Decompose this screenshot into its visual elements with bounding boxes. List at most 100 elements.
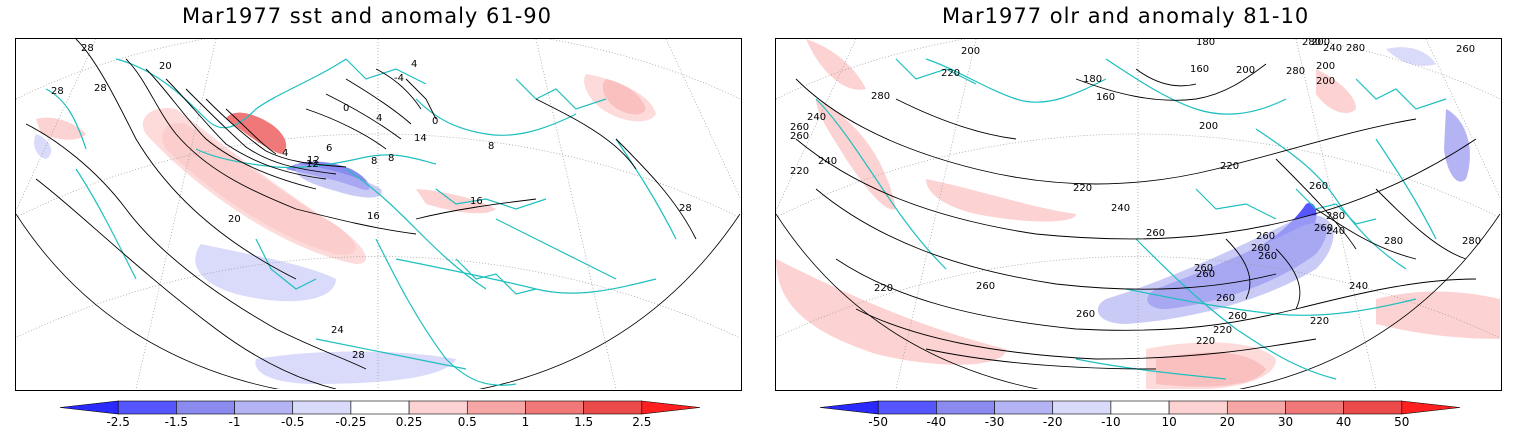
right-map-svg: 200 180 220 180 160 160 200 200 280 240 … (776, 39, 1500, 389)
colorbar-swatch (117, 400, 177, 415)
colorbar-tick-label: -0.25 (335, 415, 366, 429)
colorbar-tick-label: -2.5 (106, 415, 129, 429)
contour-label: 16 (367, 211, 380, 222)
contour-label: 6 (326, 143, 332, 154)
contour-label: 220 (1073, 183, 1092, 194)
contour-label: 220 (1196, 336, 1215, 347)
contour-label: 8 (388, 153, 394, 164)
colorbar-tick-label: 50 (1394, 415, 1409, 429)
contour-label: 260 (1194, 263, 1213, 274)
contour-label: -4 (394, 73, 404, 84)
colorbar-swatch (994, 400, 1054, 415)
contour-label: 280 (1286, 66, 1305, 77)
contour-label: 260 (1456, 44, 1475, 55)
colorbar-swatch (408, 400, 468, 415)
right-colorbar: -50 -40 -30 -20 -10 10 20 30 40 50 (819, 400, 1461, 429)
contour-label: 240 (807, 112, 826, 123)
contour-label: 260 (1258, 251, 1277, 262)
colorbar-swatch (59, 400, 119, 415)
left-graticule (16, 39, 740, 389)
left-panel-title: Mar1977 sst and anomaly 61-90 (182, 4, 553, 28)
contour-label: 280 (871, 91, 890, 102)
colorbar-swatch (1343, 400, 1403, 415)
contour-label: 260 (976, 281, 995, 292)
colorbar-tick-label: 2.5 (632, 415, 651, 429)
contour-label: 160 (1190, 64, 1209, 75)
contour-label: 160 (1096, 92, 1115, 103)
colorbar-swatch (176, 400, 235, 415)
colorbar-tick-label: -40 (927, 415, 947, 429)
contour-label: 0 (432, 116, 438, 127)
contour-label: 28 (51, 86, 64, 97)
contour-label: 260 (790, 131, 809, 142)
contour-label: 200 (1236, 65, 1255, 76)
contour-label: 0 (343, 103, 349, 114)
contour-label: 28 (94, 83, 107, 94)
contour-label: 220 (790, 166, 809, 177)
contour-label: 24 (331, 325, 344, 336)
left-contour-labels: 28 28 28 20 0 4 8 12 6 8 12 0 4 -4 4 14 … (51, 43, 692, 361)
contour-label: 28 (352, 350, 365, 361)
contour-label: 260 (1216, 293, 1235, 304)
colorbar-tick-label: -20 (1043, 415, 1063, 429)
contour-label: 280 (1302, 39, 1321, 48)
colorbar-tick-label: 40 (1336, 415, 1351, 429)
contour-label: 260 (1196, 269, 1215, 280)
left-map-frame: 28 28 28 20 0 4 8 12 6 8 12 0 4 -4 4 14 … (15, 38, 742, 391)
contour-label: 12 (307, 155, 320, 166)
contour-label: 280 (1346, 43, 1365, 54)
colorbar-swatch (936, 400, 995, 415)
colorbar-tick-label: 0.25 (396, 415, 423, 429)
contour-label: 240 (1349, 281, 1368, 292)
contour-label: 220 (1310, 316, 1329, 327)
colorbar-swatch (1052, 400, 1112, 415)
contour-label: 200 (961, 46, 980, 57)
contour-label: 220 (941, 68, 960, 79)
contour-label: 260 (1314, 223, 1333, 234)
contour-label: 260 (1076, 309, 1095, 320)
colorbar-swatch (641, 400, 700, 415)
colorbar-swatch (877, 400, 937, 415)
contour-label: 240 (1326, 226, 1345, 237)
contour-label: 14 (414, 133, 427, 144)
contour-label: 4 (376, 113, 382, 124)
colorbar-swatch (350, 400, 410, 415)
left-coastlines (45, 58, 677, 386)
left-sst-contours (25, 39, 697, 389)
contour-label: 20 (228, 214, 241, 225)
contour-label: 220 (1213, 325, 1232, 336)
contour-label: 28 (81, 43, 94, 54)
colorbar-tick-label: 0.5 (458, 415, 477, 429)
contour-label: 28 (679, 203, 692, 214)
right-anomaly-shading (776, 39, 1500, 389)
contour-label: 260 (1146, 228, 1165, 239)
contour-label: 4 (411, 59, 417, 70)
colorbar-swatch (583, 400, 643, 415)
right-olr-contours (795, 63, 1477, 370)
right-map-frame: 200 180 220 180 160 160 200 200 280 240 … (775, 38, 1502, 391)
contour-label: 8 (488, 141, 494, 152)
contour-label: 260 (790, 122, 809, 133)
contour-label: 20 (159, 61, 172, 72)
left-colorbar: -2.5 -1.5 -1 -0.5 -0.25 0.25 0.5 1 1.5 2.5 (59, 400, 700, 429)
contour-label: 260 (1256, 231, 1275, 242)
contour-label: 280 (1462, 236, 1481, 247)
contour-label: 200 (1311, 39, 1330, 48)
colorbar-tick-label: 1.5 (574, 415, 593, 429)
colorbar-swatch (466, 400, 526, 415)
colorbar-tick-label: -50 (868, 415, 888, 429)
right-projection-boundary (776, 213, 1500, 389)
colorbar-tick-label: -30 (985, 415, 1005, 429)
contour-label: 200 (1316, 76, 1335, 87)
contour-label: 8 (371, 156, 377, 167)
colorbar-swatch (819, 400, 879, 415)
contour-label: 180 (1083, 74, 1102, 85)
colorbar-tick-label: -10 (1101, 415, 1121, 429)
colorbar-tick-label: 20 (1220, 415, 1235, 429)
right-coastlines (815, 58, 1447, 380)
contour-label: 260 (1309, 181, 1328, 192)
colorbar-tick-label: 1 (522, 415, 530, 429)
contour-label: 16 (470, 196, 483, 207)
colorbar-tick-label: -0.5 (281, 415, 304, 429)
contour-label: 280 (1384, 236, 1403, 247)
